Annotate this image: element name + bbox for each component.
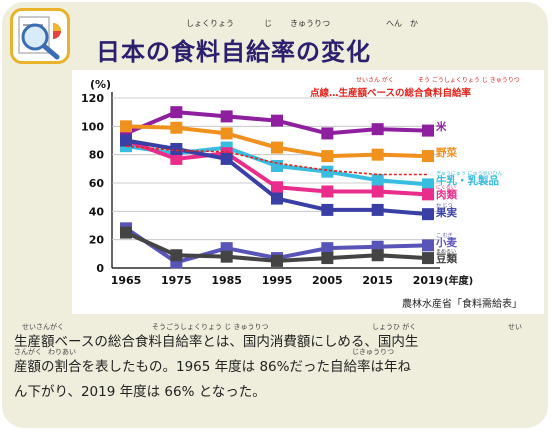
- y-tick-label-80: 80: [89, 149, 105, 162]
- x-tick-label-2005: 2005: [312, 274, 343, 287]
- series-4-point-2005: [321, 203, 334, 216]
- caption-line-1: 生産額ベースの総合食料自給率とは、国内消費額にしめる、国内生: [14, 334, 419, 350]
- series-ruby-5: こ むぎ: [436, 232, 453, 239]
- dotted-line-legend: 点線…生産額ベースの総合食料自給率: [310, 88, 472, 99]
- legend-ruby-2: そう ごうしょくりょう じ きゅうりつ: [418, 77, 520, 84]
- series-4-point-1975: [170, 143, 183, 155]
- series-1-point-1985: [220, 127, 233, 140]
- series-label-6: 豆類: [436, 252, 457, 265]
- x-tick-label-1975: 1975: [161, 274, 192, 287]
- page-title: 日本の食料自給率の変化: [96, 38, 371, 66]
- series-4-point-2015: [371, 203, 384, 216]
- caption-line-3: ん下がり、2019 年度は 66% となった。: [14, 384, 266, 400]
- series-label-3: 肉類: [436, 188, 457, 201]
- x-unit-label: (年度): [444, 274, 473, 287]
- series-4-point-1995: [271, 192, 283, 205]
- dotted-total-line: [125, 145, 428, 176]
- title-ruby-3: きゅうりつ: [290, 19, 331, 28]
- series-3-point-1995: [271, 181, 283, 194]
- caption-ruby-4: さんがく: [14, 348, 42, 356]
- series-0-point-2015: [371, 123, 384, 136]
- title-ruby-4: へん: [386, 19, 402, 28]
- series-ruby-2: ぎゅうにゅう にゅうせいひん: [436, 170, 502, 177]
- caption-line-2: 産額の割合を表したもの。1965 年度は 86%だった自給率は年ね: [14, 359, 411, 375]
- y-unit-label: (%): [90, 78, 111, 91]
- x-tick-label-1985: 1985: [211, 274, 242, 287]
- title-ruby-2: じ: [264, 19, 272, 28]
- series-0-point-2005: [321, 127, 334, 140]
- series-6-point-1965: [120, 226, 132, 239]
- series-5-point-2005: [321, 242, 334, 255]
- magnifier-chart-icon: [10, 8, 70, 64]
- caption-ruby-2: しょうひ がく: [372, 323, 417, 331]
- source-credit: 農林水産省「食料需給表」: [402, 299, 522, 310]
- series-6-point-1975: [170, 249, 183, 262]
- series-3-point-2019: [422, 188, 434, 201]
- series-6-point-2015: [371, 249, 384, 262]
- series-0-point-1975: [170, 106, 183, 119]
- y-tick-label-40: 40: [89, 205, 105, 218]
- x-tick-label-2019: 2019: [413, 274, 444, 287]
- title-ruby-1: しょくりょう: [186, 19, 234, 28]
- series-label-0: 米: [435, 120, 447, 133]
- series-4-point-1965: [120, 134, 132, 147]
- y-tick-label-20: 20: [89, 234, 105, 247]
- series-3-point-2005: [321, 185, 334, 198]
- x-tick-label-1965: 1965: [111, 274, 142, 287]
- caption-text: 生産額ベースの総合食料自給率とは、国内消費額にしめる、国内生 産額の割合を表した…: [14, 330, 534, 405]
- caption-ruby-0: せいさんがく: [22, 323, 64, 331]
- y-tick-label-120: 120: [81, 92, 104, 105]
- caption-ruby-3: せい: [508, 323, 522, 331]
- series-ruby-4: か じつ: [436, 202, 453, 209]
- series-0-point-1965: [120, 127, 132, 140]
- series-label-2: 牛乳・乳製品: [436, 174, 499, 187]
- x-tick-label-2015: 2015: [362, 274, 393, 287]
- series-6-point-1995: [271, 254, 283, 267]
- series-2-point-2005: [321, 165, 334, 178]
- series-1-point-2015: [371, 148, 384, 161]
- series-2-point-1995: [271, 160, 283, 172]
- title-ruby-5: か: [410, 19, 418, 28]
- caption-ruby-5: わりあい: [48, 348, 76, 356]
- series-2-point-2019: [422, 178, 434, 191]
- y-tick-label-100: 100: [81, 120, 104, 133]
- series-3-point-2015: [371, 185, 384, 198]
- legend-ruby-1: せいさん がく: [356, 77, 394, 84]
- series-0-point-1985: [220, 110, 233, 123]
- series-1-point-1975: [170, 121, 183, 134]
- y-tick-label-60: 60: [89, 177, 105, 190]
- caption-ruby-6: じきゅうりつ: [352, 348, 395, 356]
- series-2-point-2015: [371, 174, 384, 187]
- x-tick-label-1995: 1995: [262, 274, 293, 287]
- y-tick-label-0: 0: [96, 262, 104, 275]
- series-label-4: 果実: [435, 206, 457, 219]
- series-0-point-2019: [422, 124, 434, 137]
- title-bar: 日本の食料自給率の変化 しょくりょう じ きゅうりつ へん か: [6, 4, 546, 68]
- series-4-point-2019: [422, 208, 434, 221]
- chart-panel: [72, 70, 544, 314]
- series-6-point-2005: [321, 252, 334, 265]
- series-4-point-1985: [220, 152, 233, 165]
- series-1-point-1965: [120, 120, 132, 133]
- series-6-point-2019: [422, 252, 434, 265]
- series-1-point-2019: [422, 150, 434, 163]
- caption-ruby-1: そうごうしょくりょう じ きゅうりつ: [152, 323, 269, 331]
- series-ruby-3: にくるい: [436, 185, 456, 191]
- series-1-point-1995: [271, 141, 283, 154]
- series-ruby-6: まめるい: [436, 249, 456, 255]
- series-label-5: 小麦: [435, 236, 457, 249]
- series-label-1: 野菜: [436, 146, 457, 159]
- series-6-point-1985: [220, 250, 233, 263]
- series-1-point-2005: [321, 150, 334, 163]
- series-5-point-2019: [422, 239, 434, 252]
- series-0-point-1995: [271, 114, 283, 127]
- series-3-point-1975: [170, 152, 183, 165]
